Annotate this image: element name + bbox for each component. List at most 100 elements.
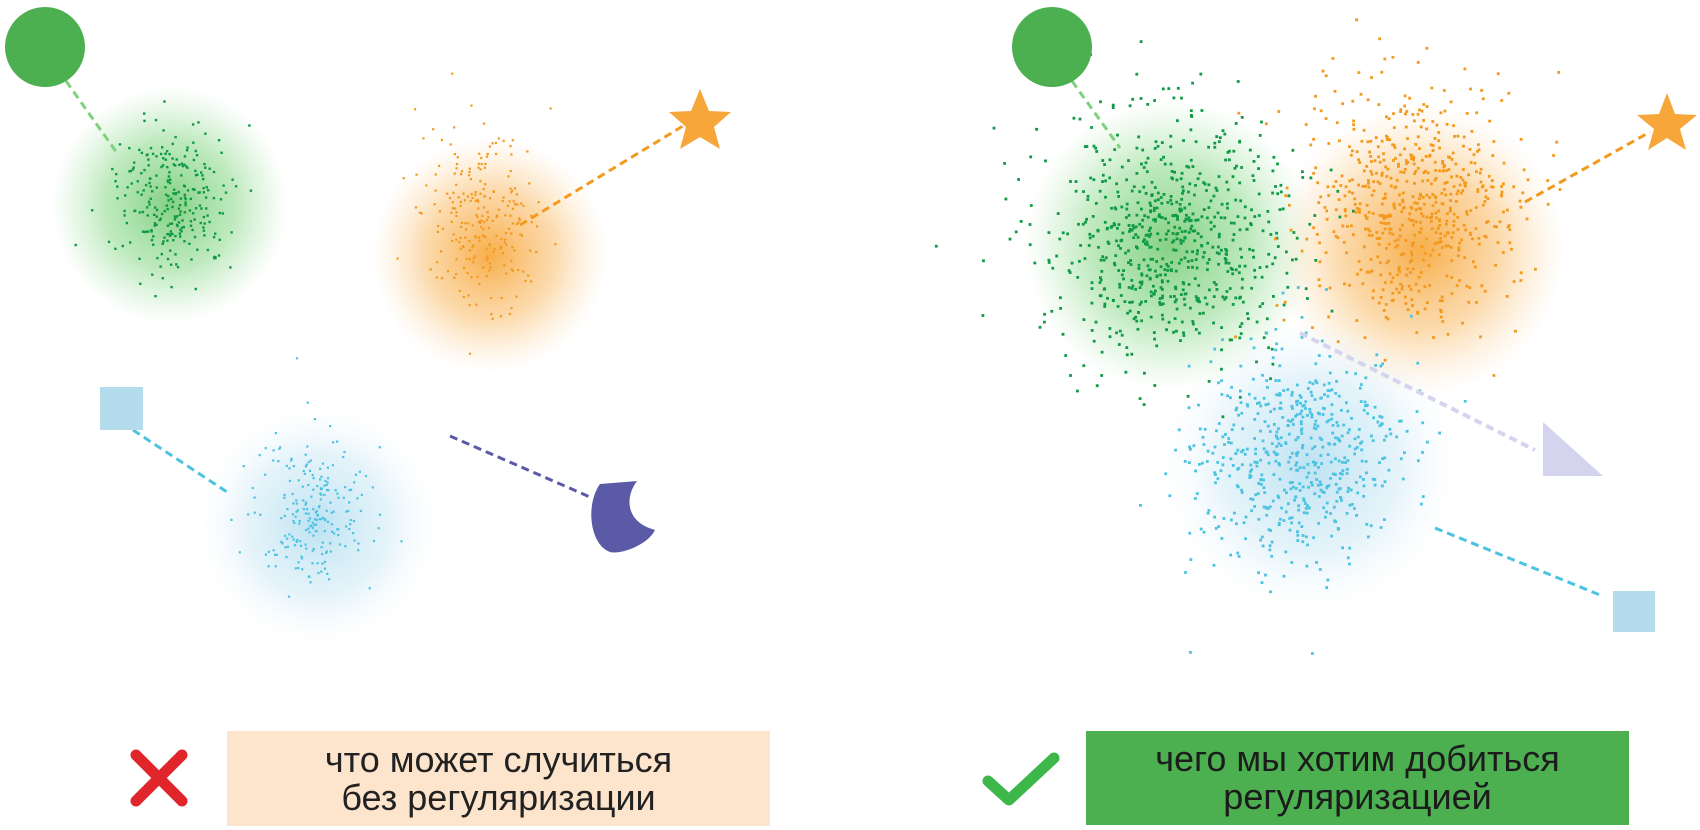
scatter-dot <box>291 513 294 516</box>
scatter-dot <box>1256 412 1260 415</box>
scatter-dot <box>1484 195 1488 199</box>
scatter-dot <box>321 541 324 544</box>
scatter-dot <box>1134 287 1137 291</box>
scatter-dot <box>511 189 514 192</box>
scatter-dot <box>308 531 311 534</box>
scatter-dot <box>1173 317 1177 320</box>
scatter-dot <box>1161 313 1164 317</box>
scatter-dot <box>1510 247 1513 251</box>
scatter-dot <box>350 488 353 491</box>
scatter-dot <box>1334 180 1338 183</box>
scatter-dot <box>1203 296 1207 300</box>
scatter-dot <box>1120 333 1124 337</box>
scatter-dot <box>1411 195 1415 198</box>
scatter-dot <box>1417 207 1421 210</box>
scatter-dot <box>440 250 443 253</box>
scatter-dot <box>1388 138 1392 142</box>
scatter-dot <box>1279 183 1283 187</box>
scatter-dot <box>1175 232 1179 236</box>
scatter-dot <box>1403 295 1407 299</box>
scatter-dot <box>344 545 347 548</box>
scatter-dot <box>1240 255 1243 259</box>
scatter-dot <box>1181 191 1184 195</box>
scatter-dot <box>130 182 133 185</box>
scatter-dot <box>1277 496 1281 499</box>
scatter-dot <box>1194 218 1198 222</box>
scatter-dot <box>145 230 149 233</box>
scatter-dot <box>1391 143 1394 147</box>
scatter-dot <box>167 195 170 198</box>
scatter-dot <box>1138 190 1142 193</box>
scatter-dot <box>275 553 278 556</box>
scatter-dot <box>1306 504 1309 508</box>
scatter-dot <box>1293 498 1296 502</box>
scatter-dot <box>1211 305 1215 309</box>
scatter-dot <box>1239 332 1243 336</box>
scatter-dot <box>1288 203 1291 207</box>
scatter-dot <box>1326 389 1330 392</box>
scatter-dot <box>1416 135 1420 139</box>
scatter-dot <box>319 467 322 470</box>
scatter-dot <box>1219 469 1223 473</box>
scatter-dot <box>1141 218 1145 222</box>
scatter-dot <box>1383 480 1387 484</box>
scatter-dot <box>1310 415 1314 419</box>
scatter-dot <box>1438 218 1441 222</box>
scatter-dot <box>126 186 129 189</box>
scatter-dot <box>1465 284 1469 288</box>
scatter-dot <box>188 209 192 212</box>
scatter-dot <box>202 226 205 229</box>
scatter-dot <box>1212 194 1216 198</box>
scatter-dot <box>1310 394 1314 397</box>
scatter-dot <box>1480 185 1484 189</box>
right-caption-line1: чего мы хотим добиться <box>1155 738 1560 779</box>
scatter-dot <box>1428 153 1432 157</box>
scatter-dot <box>1281 207 1285 211</box>
scatter-dot <box>1161 87 1165 91</box>
scatter-dot <box>1298 489 1302 492</box>
scatter-dot <box>1178 203 1182 206</box>
scatter-dot <box>1050 309 1054 313</box>
scatter-dot <box>1486 220 1490 223</box>
scatter-dot <box>1143 371 1146 375</box>
scatter-dot <box>1102 258 1106 262</box>
scatter-dot <box>1125 178 1128 182</box>
scatter-dot <box>1226 202 1229 206</box>
cross-icon <box>130 749 188 807</box>
scatter-dot <box>1144 242 1147 246</box>
scatter-dot <box>1213 445 1217 449</box>
scatter-dot <box>515 193 518 196</box>
scatter-dot <box>1353 437 1357 441</box>
scatter-dot <box>1229 457 1233 461</box>
scatter-dot <box>1236 551 1240 555</box>
scatter-dot <box>1180 96 1183 100</box>
scatter-dot <box>474 191 477 194</box>
scatter-dot <box>305 547 308 550</box>
scatter-dot <box>303 472 306 475</box>
scatter-dot <box>1461 178 1465 182</box>
scatter-dot <box>1393 206 1397 210</box>
scatter-dot <box>1350 503 1354 506</box>
scatter-dot <box>1404 302 1408 305</box>
scatter-dot <box>513 249 516 252</box>
scatter-dot <box>1327 419 1331 422</box>
scatter-dot <box>205 207 208 210</box>
scatter-dot <box>1410 258 1414 262</box>
scatter-dot <box>464 228 468 231</box>
scatter-dot <box>1491 185 1495 189</box>
scatter-dot <box>307 512 310 515</box>
scatter-dot <box>163 210 166 213</box>
scatter-dot <box>1213 347 1217 351</box>
scatter-dot <box>1143 214 1147 218</box>
scatter-dot <box>1421 451 1424 454</box>
scatter-dot <box>488 269 491 272</box>
scatter-dot <box>1508 228 1512 231</box>
scatter-dot <box>522 270 525 273</box>
scatter-dot <box>1406 137 1409 140</box>
scatter-dot <box>1383 227 1387 231</box>
scatter-dot <box>1302 499 1306 502</box>
left-green-link <box>64 80 119 154</box>
scatter-dot <box>1458 279 1461 282</box>
scatter-dot <box>1378 461 1381 464</box>
scatter-dot <box>1369 155 1373 158</box>
